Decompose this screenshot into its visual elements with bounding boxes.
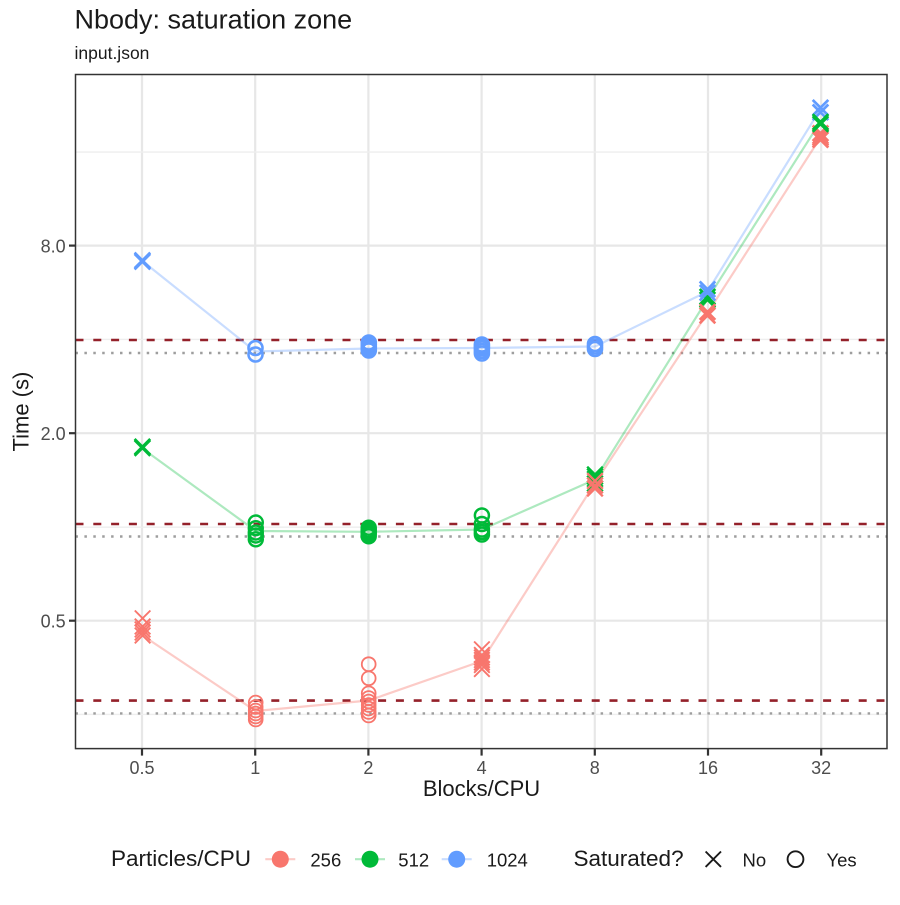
svg-text:8: 8 [590,758,600,778]
svg-text:1024: 1024 [487,849,528,870]
svg-text:No: No [743,849,767,870]
svg-text:256: 256 [310,849,341,870]
svg-text:0.5: 0.5 [41,612,66,632]
svg-text:0.5: 0.5 [129,758,154,778]
svg-text:input.json: input.json [75,43,150,63]
svg-text:2: 2 [363,758,373,778]
svg-text:Time (s): Time (s) [9,372,34,452]
svg-text:1: 1 [250,758,260,778]
svg-text:Particles/CPU: Particles/CPU [111,846,251,871]
svg-text:Blocks/CPU: Blocks/CPU [423,776,540,801]
svg-text:Yes: Yes [827,849,857,870]
svg-text:Nbody: saturation zone: Nbody: saturation zone [75,5,353,35]
svg-text:4: 4 [477,758,487,778]
svg-text:32: 32 [811,758,831,778]
svg-text:512: 512 [398,849,429,870]
svg-text:8.0: 8.0 [41,236,66,256]
svg-text:Saturated?: Saturated? [574,846,684,871]
svg-text:16: 16 [698,758,718,778]
svg-text:2.0: 2.0 [41,424,66,444]
